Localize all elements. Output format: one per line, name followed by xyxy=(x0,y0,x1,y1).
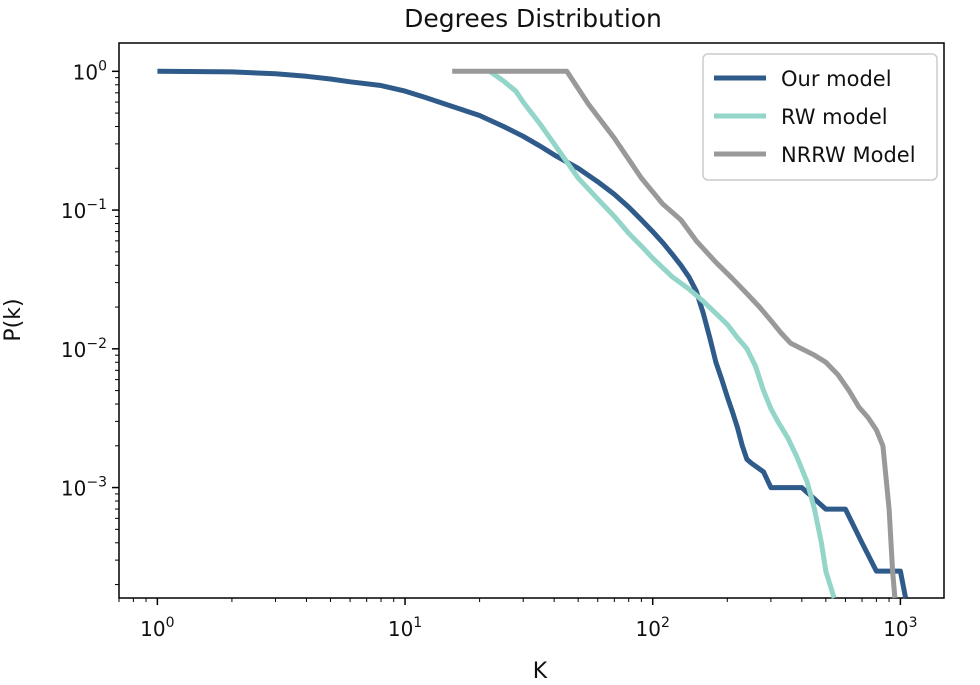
x-axis: 100 101 102 103 xyxy=(118,598,918,641)
y-tick-label: 10−1 xyxy=(61,197,107,223)
series-line-our-model xyxy=(157,68,909,599)
legend-box xyxy=(702,53,938,181)
legend-label: RW model xyxy=(781,105,888,129)
legend: Our model RW model NRRW Model xyxy=(702,53,938,181)
series-layer xyxy=(157,68,909,599)
y-tick-label: 100 xyxy=(73,58,107,84)
y-tick-label: 10−2 xyxy=(61,336,107,362)
x-tick-label: 102 xyxy=(636,615,670,641)
legend-label: Our model xyxy=(781,67,892,91)
y-tick-label: 10−3 xyxy=(61,475,107,501)
x-tick-label: 100 xyxy=(140,615,174,641)
x-tick-label: 103 xyxy=(883,615,917,641)
x-axis-label: K xyxy=(533,659,548,684)
x-tick-label: 101 xyxy=(388,615,422,641)
y-axis-label: P(k) xyxy=(1,298,26,341)
chart-title: Degrees Distribution xyxy=(404,4,662,33)
y-axis: 100 10−1 10−2 10−3 xyxy=(61,58,119,586)
legend-label: NRRW Model xyxy=(781,143,916,167)
series-line-nrrw-model xyxy=(452,68,898,599)
series-line-rw-model xyxy=(488,69,837,599)
